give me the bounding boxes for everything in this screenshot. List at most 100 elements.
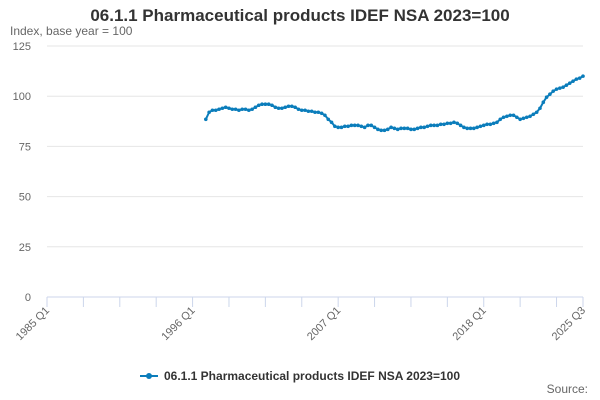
data-point — [273, 105, 278, 110]
data-point — [521, 116, 526, 121]
data-point — [415, 126, 420, 131]
y-tick-label: 50 — [19, 192, 31, 204]
legend-item-series-0[interactable]: 06.1.1 Pharmaceutical products IDEF NSA … — [139, 369, 460, 383]
data-point — [306, 109, 311, 114]
data-point — [445, 121, 450, 126]
data-point — [558, 86, 562, 90]
data-point — [233, 107, 238, 112]
data-point — [455, 121, 460, 126]
data-point — [402, 126, 407, 131]
x-tick-label: 2025 Q3 — [550, 305, 588, 343]
data-point — [313, 110, 317, 115]
data-point — [210, 108, 215, 113]
data-point — [561, 85, 565, 89]
y-tick-label: 100 — [13, 91, 31, 103]
data-point — [276, 106, 281, 111]
data-point — [458, 123, 463, 128]
data-point — [379, 128, 383, 133]
data-point — [280, 106, 284, 111]
data-point — [462, 125, 466, 130]
data-point — [478, 124, 483, 129]
data-point — [346, 124, 350, 129]
y-tick-label: 75 — [19, 141, 31, 153]
data-point — [571, 79, 575, 83]
data-point — [554, 87, 559, 91]
data-point — [223, 105, 228, 110]
data-point — [369, 123, 374, 128]
data-point — [485, 122, 489, 127]
data-point — [283, 105, 288, 110]
chart-subtitle: Index, base year = 100 — [10, 24, 133, 38]
data-point — [425, 124, 430, 129]
data-point — [319, 111, 324, 116]
data-point — [405, 126, 410, 131]
y-tick-label: 25 — [19, 242, 31, 254]
data-point — [419, 125, 423, 130]
data-point — [409, 127, 413, 132]
data-point — [240, 107, 245, 112]
data-point — [412, 127, 417, 132]
data-point — [508, 113, 513, 118]
data-point — [293, 105, 297, 110]
data-point — [336, 125, 340, 130]
data-point — [323, 113, 327, 118]
data-point — [309, 109, 314, 114]
data-point — [299, 108, 304, 113]
data-point — [256, 103, 261, 108]
x-tick-label: 1996 Q1 — [159, 305, 197, 343]
chart-legend: 06.1.1 Pharmaceutical products IDEF NSA … — [0, 366, 600, 383]
data-point — [475, 125, 479, 130]
data-point — [498, 117, 503, 122]
data-point — [422, 125, 426, 130]
data-point — [260, 102, 264, 107]
chart-title: 06.1.1 Pharmaceutical products IDEF NSA … — [90, 6, 510, 25]
data-point — [481, 123, 486, 128]
data-point — [296, 107, 301, 112]
data-point — [382, 128, 387, 133]
data-point — [250, 107, 254, 112]
data-point — [511, 113, 516, 118]
data-point — [548, 92, 552, 96]
data-point — [204, 117, 208, 122]
data-point — [564, 83, 569, 87]
data-point — [577, 76, 582, 80]
data-point — [432, 123, 436, 128]
data-point — [544, 95, 549, 99]
data-point — [452, 120, 456, 125]
data-point — [243, 107, 248, 112]
data-point — [213, 108, 218, 113]
data-point — [352, 123, 357, 128]
data-point — [389, 125, 393, 130]
data-point — [333, 124, 337, 129]
data-point — [429, 123, 433, 128]
legend-swatch-icon — [139, 373, 158, 379]
data-point — [472, 126, 476, 131]
data-point — [518, 117, 522, 122]
data-point — [399, 126, 403, 131]
data-point — [501, 115, 506, 120]
data-point — [495, 120, 499, 125]
data-point — [253, 105, 258, 110]
data-point — [488, 122, 493, 127]
data-point — [465, 126, 470, 131]
data-point — [442, 122, 446, 127]
data-point — [528, 114, 532, 119]
y-tick-label: 0 — [25, 292, 31, 304]
data-point — [541, 100, 546, 105]
data-point — [326, 117, 331, 122]
data-point — [349, 123, 354, 128]
data-point — [286, 104, 291, 109]
x-tick-label: 2007 Q1 — [305, 305, 343, 343]
data-point — [270, 103, 274, 108]
data-point — [372, 125, 377, 130]
data-point — [385, 127, 390, 132]
data-point — [574, 77, 579, 81]
data-point — [329, 120, 334, 125]
data-point — [567, 81, 572, 85]
data-point — [438, 122, 443, 127]
data-point — [220, 106, 225, 111]
source-credit[interactable]: Source: — [546, 382, 588, 396]
data-point — [366, 123, 370, 128]
data-point — [356, 123, 360, 128]
data-point — [266, 102, 271, 107]
